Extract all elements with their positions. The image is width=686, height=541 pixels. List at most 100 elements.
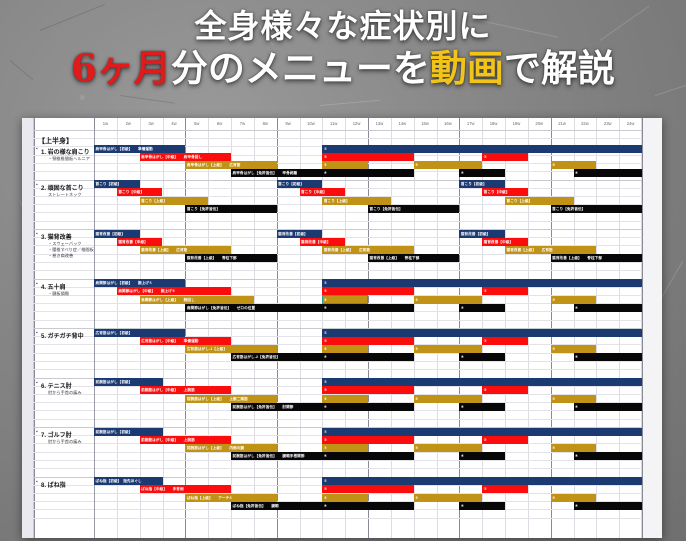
gantt-bar-r4-gold-8[interactable]: ③: [413, 295, 483, 304]
gantt-bar-r2-navy-0[interactable]: 首こり【初級】: [94, 180, 140, 189]
gantt-bar-r8-black-3[interactable]: ばね指【免許皆伝】 腱鞘: [231, 501, 323, 510]
gantt-bar-r8-navy-4[interactable]: ①: [322, 477, 642, 486]
gantt-bar-r8-red-6[interactable]: ②: [482, 485, 528, 494]
gantt-bar-r7-red-6[interactable]: ②: [482, 435, 528, 444]
gantt-bar-r3-red-5[interactable]: 猫背改善【中級】: [299, 237, 346, 246]
gantt-bar-r3-black-3[interactable]: 猫背改善【上級】 脊柱下部: [185, 254, 277, 263]
gantt-bar-r8-gold-7[interactable]: ③: [322, 493, 368, 502]
gantt-bar-r5-red-5[interactable]: ②: [322, 336, 414, 345]
gantt-bar-r1-black-11[interactable]: ④: [459, 169, 505, 178]
gantt-bar-r2-gold-10[interactable]: 首こり【上級】: [505, 196, 574, 205]
gantt-bar-r6-gold-8[interactable]: ③: [413, 394, 483, 403]
gantt-bar-r5-gold-2[interactable]: 広背筋はがし-1【上級】: [185, 345, 277, 353]
gantt-bar-r6-gold-7[interactable]: ③: [322, 394, 368, 403]
gantt-bar-r8-black-12[interactable]: ④: [573, 501, 642, 510]
gantt-bar-r7-navy-4[interactable]: ①: [322, 427, 642, 436]
gantt-bar-r2-red-5[interactable]: 首こり【中級】: [299, 188, 346, 197]
gantt-bar-r4-red-6[interactable]: ②: [482, 287, 528, 296]
gantt-bar-r5-navy-0[interactable]: 広背筋はがし【初級】: [94, 328, 186, 337]
gantt-bar-r2-navy-4[interactable]: 首こり【初級】: [276, 180, 323, 189]
gantt-bar-r2-navy-8[interactable]: 首こり【初級】: [459, 180, 505, 189]
gantt-bar-r3-red-9[interactable]: 猫背改善【中級】: [482, 237, 528, 246]
gantt-bar-r1-red-6[interactable]: ②: [482, 152, 528, 161]
gantt-bar-r1-gold-7[interactable]: ③: [322, 161, 368, 169]
gantt-bar-r6-gold-2[interactable]: 前腕筋はがし【上級】 上腕二頭筋: [185, 394, 277, 403]
gantt-bar-r8-navy-0[interactable]: ばね指【初級】 指先ほぐし: [94, 477, 163, 486]
gantt-bar-r6-navy-0[interactable]: 前腕筋はがし【初級】: [94, 378, 163, 387]
gantt-bar-r7-black-11[interactable]: ④: [459, 452, 505, 461]
gantt-bar-r6-black-3[interactable]: 前腕筋はがし【免許皆伝】 肘関節: [231, 402, 323, 411]
gantt-bar-r5-black-12[interactable]: ④: [573, 353, 642, 362]
gantt-bar-r6-red-5[interactable]: ②: [322, 386, 414, 395]
gantt-bar-r4-navy-0[interactable]: 肩関節はがし【初級】 腕上げ①: [94, 279, 186, 288]
gantt-bar-r5-gold-9[interactable]: ③: [550, 345, 597, 353]
gantt-bar-r8-gold-8[interactable]: ③: [413, 493, 483, 502]
gantt-bar-r8-gold-9[interactable]: ③: [550, 493, 597, 502]
gantt-bar-r3-gold-10[interactable]: 猫背改善【上級】 広背筋: [505, 246, 597, 254]
gantt-bar-r5-gold-8[interactable]: ③: [413, 345, 483, 353]
gantt-bar-r4-black-10[interactable]: ④: [322, 303, 414, 312]
gantt-bar-r7-red-1[interactable]: 前腕筋はがし【中級】 上腕筋: [139, 435, 231, 444]
gantt-bar-r6-black-10[interactable]: ④: [322, 402, 414, 411]
gantt-bar-r5-black-11[interactable]: ④: [459, 353, 505, 362]
gantt-bar-r1-gold-8[interactable]: ③: [413, 161, 483, 169]
spreadsheet-canvas[interactable]: 1w 2w 3w 4w 5w 6w 7w 8w 9w 10w 11w 12w 13w 14w 15w 16w 1…: [22, 118, 662, 538]
gantt-bar-r2-red-9[interactable]: 首こり【中級】: [482, 188, 528, 197]
gantt-bar-r6-black-11[interactable]: ④: [459, 402, 505, 411]
gantt-bar-r1-gold-2[interactable]: 肩甲骨はがし【上級】 広背筋: [185, 161, 277, 169]
gantt-bar-r8-red-1[interactable]: ばね指【中級】 手背側: [139, 485, 231, 494]
gantt-bar-r1-black-3[interactable]: 肩甲骨はがし【免許皆伝】 甲骨剥離: [231, 169, 323, 178]
gantt-bar-r1-navy-4[interactable]: ①: [322, 144, 642, 153]
gantt-bar-r8-red-5[interactable]: ②: [322, 485, 414, 494]
gantt-bar-r5-black-3[interactable]: 広背筋はがし-2【免許皆伝】: [231, 353, 323, 362]
gantt-bar-r2-red-1[interactable]: 首こり【中級】: [116, 188, 163, 197]
gantt-bar-r3-gold-6[interactable]: 猫背改善【上級】 広背筋: [322, 246, 414, 254]
gantt-bar-r4-black-12[interactable]: ④: [573, 303, 642, 312]
gantt-bar-r7-gold-2[interactable]: 前腕筋はがし【上級】 内側の腱: [185, 444, 277, 452]
gantt-bar-r7-black-3[interactable]: 前腕筋はがし【免許皆伝】 腱鞘手根関節: [231, 452, 323, 461]
gantt-bar-r5-red-1[interactable]: 広背筋はがし【中級】 準備運動: [139, 336, 231, 345]
gantt-bar-r7-gold-7[interactable]: ③: [322, 444, 368, 452]
schedule-spreadsheet[interactable]: 1w 2w 3w 4w 5w 6w 7w 8w 9w 10w 11w 12w 13w 14w 15w 16w 1…: [22, 118, 662, 538]
gantt-bar-r4-black-11[interactable]: ④: [459, 303, 505, 312]
gantt-bar-r2-gold-2[interactable]: 首こり【上級】: [139, 196, 209, 205]
gantt-bar-r2-black-11[interactable]: 首こり【免許皆伝】: [550, 204, 642, 213]
gantt-bar-r3-navy-4[interactable]: 猫背改善【初級】: [276, 229, 323, 238]
gantt-bar-r7-navy-0[interactable]: 前腕筋はがし【初級】: [94, 427, 163, 436]
gantt-bar-r3-gold-2[interactable]: 猫背改善【上級】 広背筋: [139, 246, 231, 254]
gantt-bar-r2-black-7[interactable]: 首こり【免許皆伝】: [368, 204, 460, 213]
selected-cell[interactable]: [322, 295, 368, 305]
gantt-bar-r7-black-12[interactable]: ④: [573, 452, 642, 461]
gantt-bar-r8-black-10[interactable]: ④: [322, 501, 414, 510]
gantt-bar-r4-navy-4[interactable]: ①: [322, 279, 642, 288]
gantt-bar-r4-red-1[interactable]: 肩関節はがし【中級】 腕上げ②: [116, 287, 231, 296]
gantt-bar-r3-navy-8[interactable]: 猫背改善【初級】: [459, 229, 505, 238]
gantt-bar-r6-gold-9[interactable]: ③: [550, 394, 597, 403]
gantt-bar-r7-red-5[interactable]: ②: [322, 435, 414, 444]
gantt-bar-r6-red-1[interactable]: 前腕筋はがし【中級】 上腕筋: [139, 386, 231, 395]
gantt-bar-r3-black-7[interactable]: 猫背改善【上級】 脊柱下部: [368, 254, 460, 263]
gantt-bar-r4-gold-9[interactable]: ③: [550, 295, 597, 304]
gantt-bar-r3-red-1[interactable]: 猫背改善【中級】: [116, 237, 163, 246]
gantt-bar-r7-black-10[interactable]: ④: [322, 452, 414, 461]
gantt-bar-r7-gold-9[interactable]: ③: [550, 444, 597, 452]
gantt-bar-r8-gold-2[interactable]: ばね指【上級】 アーチ①: [185, 493, 277, 502]
gantt-bar-r6-red-6[interactable]: ②: [482, 386, 528, 395]
gantt-bar-r1-gold-9[interactable]: ③: [550, 161, 597, 169]
gantt-bar-r7-gold-8[interactable]: ③: [413, 444, 483, 452]
gantt-bar-r1-navy-0[interactable]: 肩甲骨はがし【初級】 準備運動: [94, 144, 186, 153]
gantt-bar-r6-navy-4[interactable]: ①: [322, 378, 642, 387]
gantt-bar-r1-red-1[interactable]: 肩甲骨はがし【中級】 肩甲骨回し: [139, 152, 231, 161]
gantt-bar-r4-red-5[interactable]: ②: [322, 287, 414, 296]
gantt-bar-r2-gold-6[interactable]: 首こり【上級】: [322, 196, 391, 205]
gantt-bar-r2-black-3[interactable]: 首こり【免許皆伝】: [185, 204, 277, 213]
gantt-bar-r1-red-5[interactable]: ②: [322, 152, 414, 161]
gantt-bar-r5-navy-4[interactable]: ①: [322, 328, 642, 337]
gantt-bar-r5-black-10[interactable]: ④: [322, 353, 414, 362]
gantt-bar-r6-black-12[interactable]: ④: [573, 402, 642, 411]
gantt-bar-r8-black-11[interactable]: ④: [459, 501, 505, 510]
gantt-bar-r4-gold-7[interactable]: ③: [322, 295, 368, 304]
gantt-bar-r3-navy-0[interactable]: 猫背改善【初級】: [94, 229, 140, 238]
gantt-bar-r3-black-11[interactable]: 猫背改善【上級】 脊柱下部: [550, 254, 642, 263]
gantt-bar-r5-gold-7[interactable]: ③: [322, 345, 368, 353]
